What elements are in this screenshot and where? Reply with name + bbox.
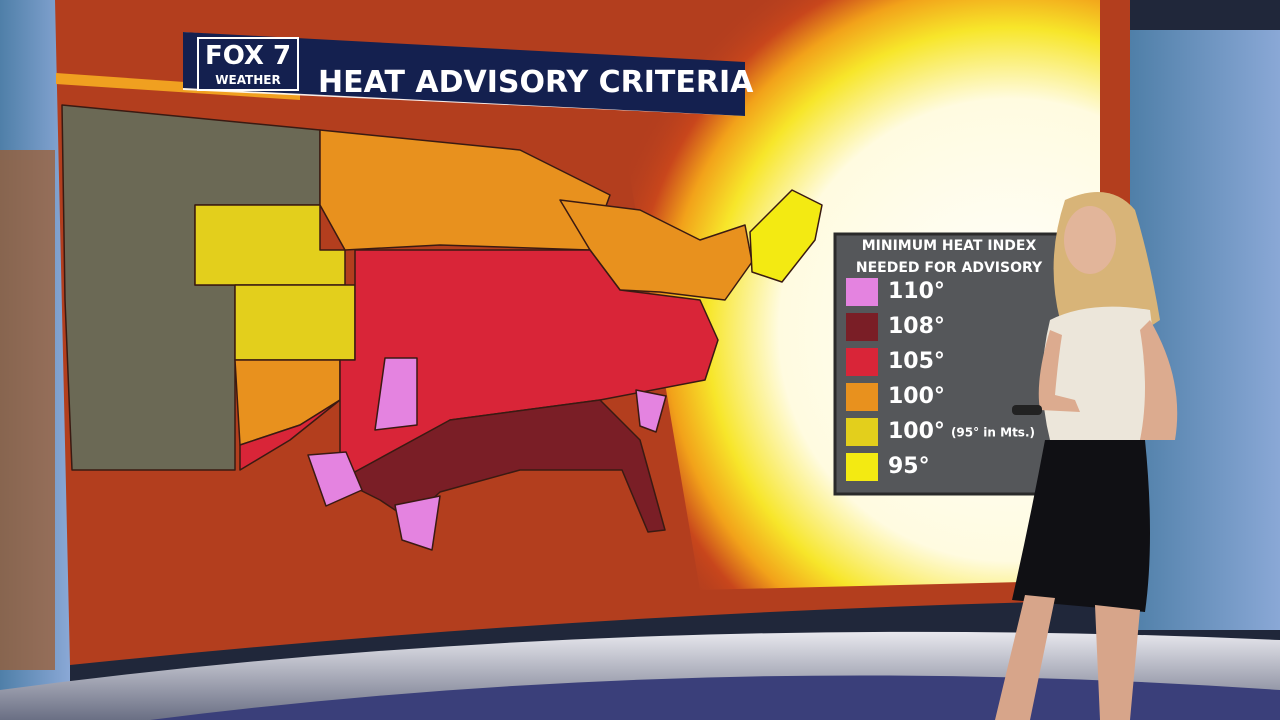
region bbox=[635, 389, 667, 433]
face bbox=[1064, 206, 1116, 274]
legend-items: 110° 108° 105° 100° 100° (95° in Mts.) 95° bbox=[846, 278, 1035, 481]
legend-swatch bbox=[846, 418, 878, 446]
logo-sub: WEATHER bbox=[215, 73, 280, 87]
arm bbox=[1038, 330, 1080, 412]
title: HEAT ADVISORY CRITERIA bbox=[318, 65, 754, 100]
building bbox=[0, 150, 55, 670]
legend-swatch bbox=[846, 453, 878, 481]
logo-box bbox=[197, 37, 299, 91]
legend-note: (95° in Mts.) bbox=[951, 426, 1035, 440]
floor-band bbox=[150, 675, 1280, 720]
region bbox=[374, 357, 418, 431]
legend-swatch bbox=[846, 348, 878, 376]
legend-swatch bbox=[846, 278, 878, 306]
region bbox=[234, 284, 356, 361]
header-box bbox=[183, 32, 745, 116]
legs bbox=[995, 595, 1140, 720]
legend-swatch bbox=[846, 313, 878, 341]
header-stripe bbox=[56, 73, 300, 100]
top bbox=[1042, 306, 1154, 440]
arm bbox=[1140, 320, 1178, 440]
region bbox=[394, 495, 441, 551]
region bbox=[307, 451, 363, 507]
legend-label: 100° bbox=[888, 384, 945, 409]
legend-label: 100° bbox=[888, 419, 945, 444]
legend-swatch bbox=[846, 383, 878, 411]
region bbox=[319, 129, 611, 251]
logo: FOX 7 bbox=[205, 41, 291, 71]
presenter bbox=[995, 192, 1178, 720]
legend-title: MINIMUM HEAT INDEX bbox=[862, 238, 1037, 254]
legend-label: 95° bbox=[888, 454, 930, 479]
region bbox=[749, 189, 823, 283]
legend-title: NEEDED FOR ADVISORY bbox=[856, 260, 1043, 276]
legend-label: 108° bbox=[888, 314, 945, 339]
legend-label: 105° bbox=[888, 349, 945, 374]
us-map bbox=[61, 104, 823, 551]
skirt bbox=[1012, 440, 1150, 612]
legend-label: 110° bbox=[888, 279, 945, 304]
clicker bbox=[1012, 405, 1042, 415]
